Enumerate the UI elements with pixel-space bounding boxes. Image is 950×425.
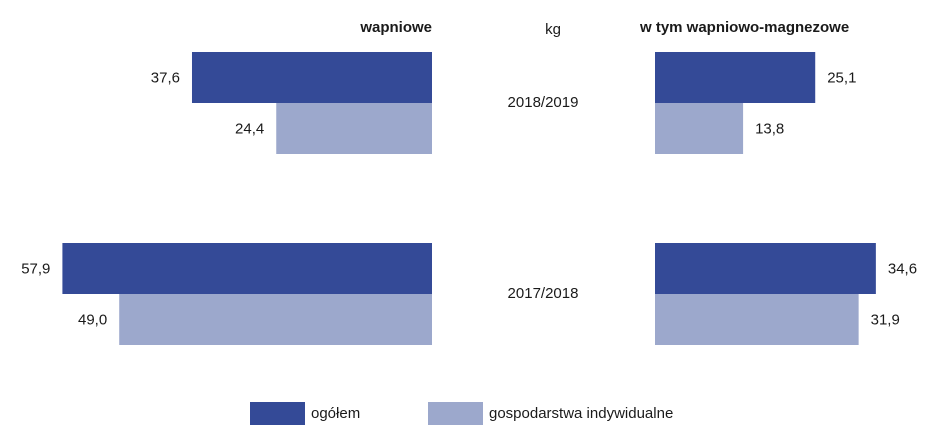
value-label: 57,9 — [21, 260, 50, 277]
bar — [119, 294, 432, 345]
value-label: 49,0 — [78, 311, 107, 328]
bar — [655, 243, 876, 294]
bar — [655, 52, 816, 103]
value-label: 24,4 — [235, 120, 264, 137]
bar — [191, 52, 432, 103]
legend-label: ogółem — [311, 405, 360, 422]
bar — [276, 103, 432, 154]
category-label: 2018/2019 — [508, 94, 579, 111]
unit-label: kg — [545, 21, 561, 38]
value-label: 13,8 — [755, 120, 784, 137]
value-label: 34,6 — [888, 260, 917, 277]
bar — [655, 294, 859, 345]
value-label: 31,9 — [871, 311, 900, 328]
bar — [62, 243, 432, 294]
panel-title: w tym wapniowo-magnezowe — [639, 19, 849, 36]
category-label: 2017/2018 — [508, 285, 579, 302]
bar — [655, 103, 744, 154]
legend-swatch — [250, 402, 305, 425]
value-label: 25,1 — [827, 69, 856, 86]
panel-title: wapniowe — [359, 19, 432, 36]
legend-label: gospodarstwa indywidualne — [489, 405, 673, 422]
legend-swatch — [428, 402, 483, 425]
value-label: 37,6 — [151, 69, 180, 86]
